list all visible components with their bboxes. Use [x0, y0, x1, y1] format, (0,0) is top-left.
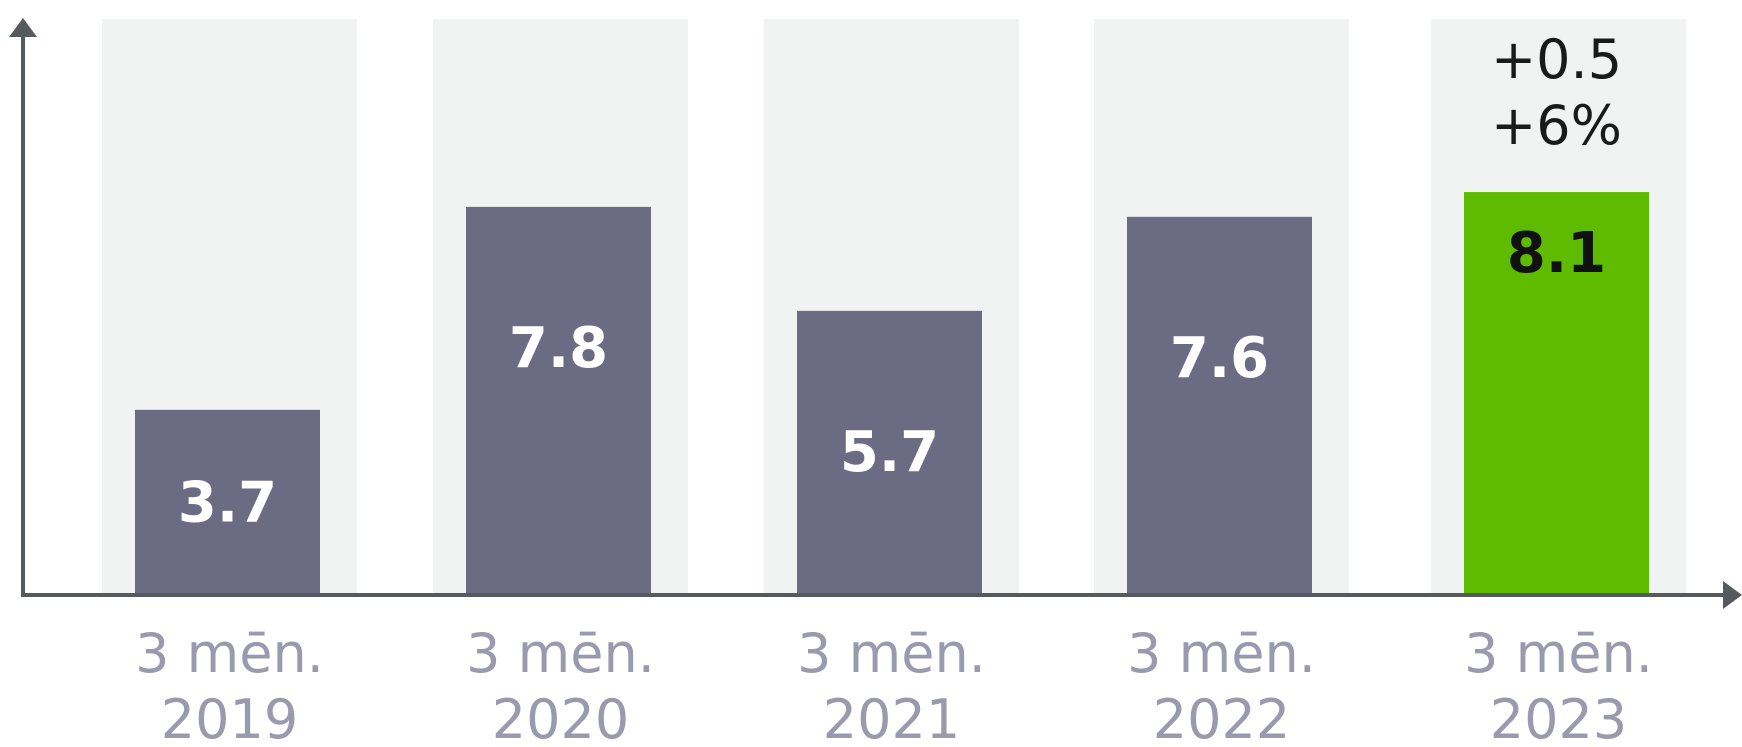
bar: [1127, 216, 1312, 594]
x-axis-arrow: [1723, 581, 1742, 609]
bar: [135, 409, 320, 593]
category-label: 2019: [161, 688, 298, 747]
value-label: 8.1: [1507, 221, 1606, 286]
value-label: 3.7: [178, 470, 277, 535]
axes: [9, 18, 1742, 609]
change-annotation: +0.5+6%: [1491, 28, 1622, 157]
y-axis-arrow: [9, 18, 37, 37]
category-label: 3 mēn.: [797, 622, 986, 685]
category-label: 3 mēn.: [466, 622, 655, 685]
bar: [797, 310, 982, 593]
category-label: 2023: [1490, 688, 1627, 747]
category-label: 2022: [1153, 688, 1290, 747]
bar: [466, 206, 651, 593]
change-annotation-line: +0.5: [1491, 28, 1622, 91]
value-label: 7.6: [1170, 326, 1269, 391]
value-label: 5.7: [840, 420, 939, 485]
category-label: 3 mēn.: [1127, 622, 1316, 685]
value-labels: 3.7 7.8 5.7 7.6 8.1: [178, 221, 1606, 535]
bar: [1464, 192, 1649, 594]
category-label: 2020: [492, 688, 629, 747]
category-label: 2021: [823, 688, 960, 747]
category-label: 3 mēn.: [1464, 622, 1653, 685]
change-annotation-line: +6%: [1491, 94, 1622, 157]
bars: [135, 192, 1649, 594]
value-label: 7.8: [509, 316, 608, 381]
category-label: 3 mēn.: [135, 622, 324, 685]
